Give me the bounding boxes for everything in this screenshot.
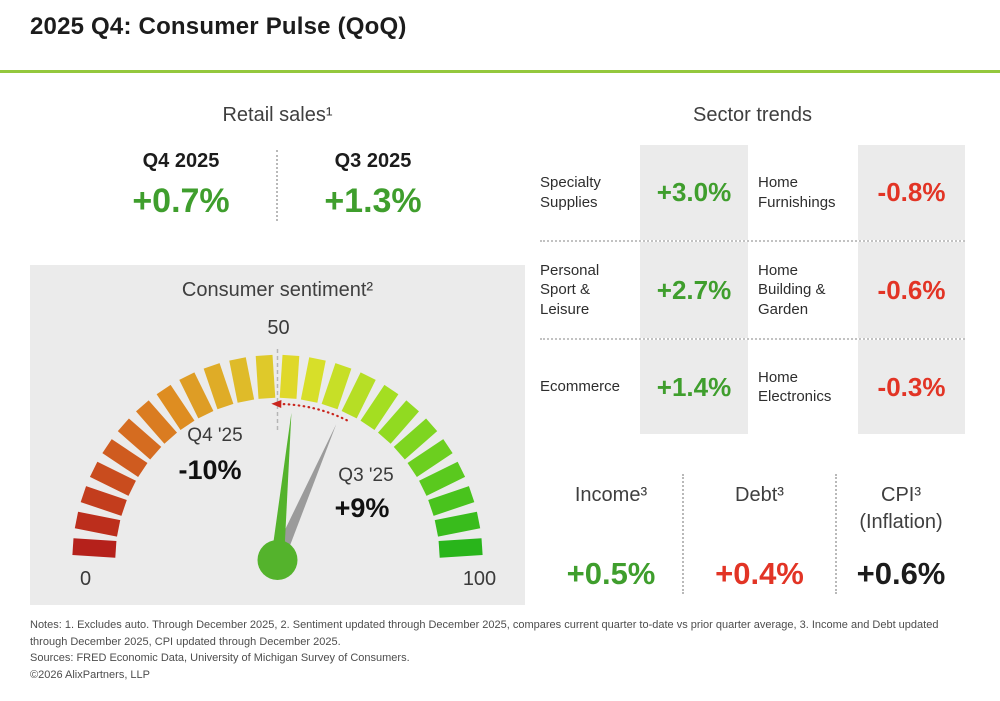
gauge-segment bbox=[341, 372, 376, 419]
retail-q4-column: Q4 2025 +0.7% bbox=[30, 150, 276, 221]
sentiment-gauge bbox=[72, 349, 483, 580]
sector-name: Home Furnishings bbox=[758, 174, 836, 211]
retail-sales-heading: Retail sales¹ bbox=[222, 104, 333, 126]
sector-row: Ecommerce +1.4% Home Electronics -0.3% bbox=[540, 338, 965, 434]
sector-trends-table: Specialty Supplies +3.0% Home Furnishing… bbox=[540, 145, 965, 434]
sector-name: Specialty Supplies bbox=[540, 174, 601, 211]
gauge-prior-period-label: Q3 '25 bbox=[338, 465, 394, 486]
macro-indicators-section: Income³ +0.5% Debt³ +0.4% CPI³ (Inflatio… bbox=[540, 474, 965, 594]
gauge-segment bbox=[179, 372, 214, 419]
footer-notes: Notes: 1. Excludes auto. Through Decembe… bbox=[30, 619, 939, 648]
consumer-sentiment-heading: Consumer sentiment² bbox=[181, 279, 374, 301]
indicator-value: +0.4% bbox=[715, 556, 804, 591]
gauge-segment bbox=[156, 384, 195, 430]
gauge-segment bbox=[300, 357, 326, 403]
sector-value: +2.7% bbox=[640, 242, 748, 338]
sector-row: Personal Sport & Leisure +2.7% Home Buil… bbox=[540, 240, 965, 338]
footer: Notes: 1. Excludes auto. Through Decembe… bbox=[30, 617, 974, 683]
footer-sources: Sources: FRED Economic Data, University … bbox=[30, 652, 410, 664]
retail-vertical-dotted-divider bbox=[276, 150, 278, 221]
gauge-min-tick-label: 0 bbox=[79, 568, 92, 590]
gauge-segment bbox=[136, 400, 178, 444]
gauge-segment bbox=[279, 354, 300, 399]
gauge-segment bbox=[80, 486, 127, 516]
page-title: 2025 Q4: Consumer Pulse (QoQ) bbox=[30, 13, 407, 40]
indicator-label: Income³ bbox=[574, 484, 648, 506]
gauge-segment bbox=[438, 538, 483, 558]
retail-q3-column: Q3 2025 +1.3% bbox=[278, 150, 524, 221]
gauge-prior-change-value: +9% bbox=[334, 493, 390, 523]
consumer-sentiment-panel: Consumer sentiment² 50 0 100 Q4 '25 -10%… bbox=[30, 265, 525, 605]
accent-divider-line bbox=[0, 70, 1000, 73]
gauge-segment bbox=[255, 354, 276, 399]
retail-q3-label: Q3 2025 bbox=[334, 150, 412, 172]
gauge-segment bbox=[434, 511, 481, 537]
gauge-mid-tick-label: 50 bbox=[267, 317, 290, 339]
sector-trends-heading: Sector trends bbox=[693, 104, 812, 126]
indicator-cpi: CPI³ (Inflation) +0.6% bbox=[837, 474, 965, 594]
gauge-segment bbox=[321, 363, 352, 410]
sector-value: +3.0% bbox=[640, 145, 748, 240]
indicator-value: +0.6% bbox=[856, 556, 946, 591]
gauge-segment bbox=[419, 461, 466, 496]
indicator-debt: Debt³ +0.4% bbox=[682, 474, 837, 594]
gauge-current-change-value: -10% bbox=[178, 455, 242, 485]
gauge-segment bbox=[117, 418, 162, 460]
gauge-needle-prior bbox=[271, 424, 337, 563]
gauge-segment bbox=[360, 384, 399, 430]
retail-sales-section: Q4 2025 +0.7% Q3 2025 +1.3% bbox=[30, 150, 525, 221]
gauge-segment bbox=[72, 538, 117, 558]
gauge-segment bbox=[203, 363, 234, 410]
retail-q4-label: Q4 2025 bbox=[142, 150, 220, 172]
gauge-segment bbox=[407, 439, 453, 477]
sector-row: Specialty Supplies +3.0% Home Furnishing… bbox=[540, 145, 965, 240]
sector-value: -0.3% bbox=[858, 340, 965, 434]
gauge-hub bbox=[257, 540, 298, 580]
sector-value: -0.6% bbox=[858, 242, 965, 338]
gauge-segment bbox=[229, 357, 255, 403]
indicator-income: Income³ +0.5% bbox=[540, 474, 682, 594]
sector-name: Personal Sport & Leisure bbox=[540, 261, 600, 318]
indicator-value: +0.5% bbox=[566, 556, 656, 591]
gauge-max-tick-label: 100 bbox=[462, 568, 497, 590]
sector-name: Ecommerce bbox=[540, 378, 621, 396]
gauge-current-period-label: Q4 '25 bbox=[187, 425, 243, 446]
indicator-sublabel: (Inflation) bbox=[859, 511, 943, 533]
gauge-trend-arrowhead-icon bbox=[271, 400, 282, 409]
gauge-segment bbox=[89, 461, 136, 496]
gauge-segment bbox=[393, 418, 438, 460]
retail-q3-value: +1.3% bbox=[324, 182, 422, 220]
gauge-trend-arc bbox=[280, 402, 348, 422]
indicator-label: Debt³ bbox=[735, 484, 784, 506]
retail-q4-value: +0.7% bbox=[132, 182, 230, 220]
sector-value: -0.8% bbox=[858, 145, 965, 240]
sector-name: Home Building & Garden bbox=[758, 261, 826, 318]
gauge-needle-current bbox=[271, 412, 292, 561]
gauge-segment bbox=[102, 439, 148, 477]
footer-copyright: ©2026 AlixPartners, LLP bbox=[30, 668, 151, 681]
gauge-segment bbox=[377, 400, 419, 444]
sector-value: +1.4% bbox=[640, 340, 748, 434]
gauge-segment bbox=[428, 486, 475, 516]
indicator-label: CPI³ bbox=[881, 484, 921, 506]
sector-name: Home Electronics bbox=[758, 368, 832, 406]
gauge-segment bbox=[74, 511, 121, 537]
